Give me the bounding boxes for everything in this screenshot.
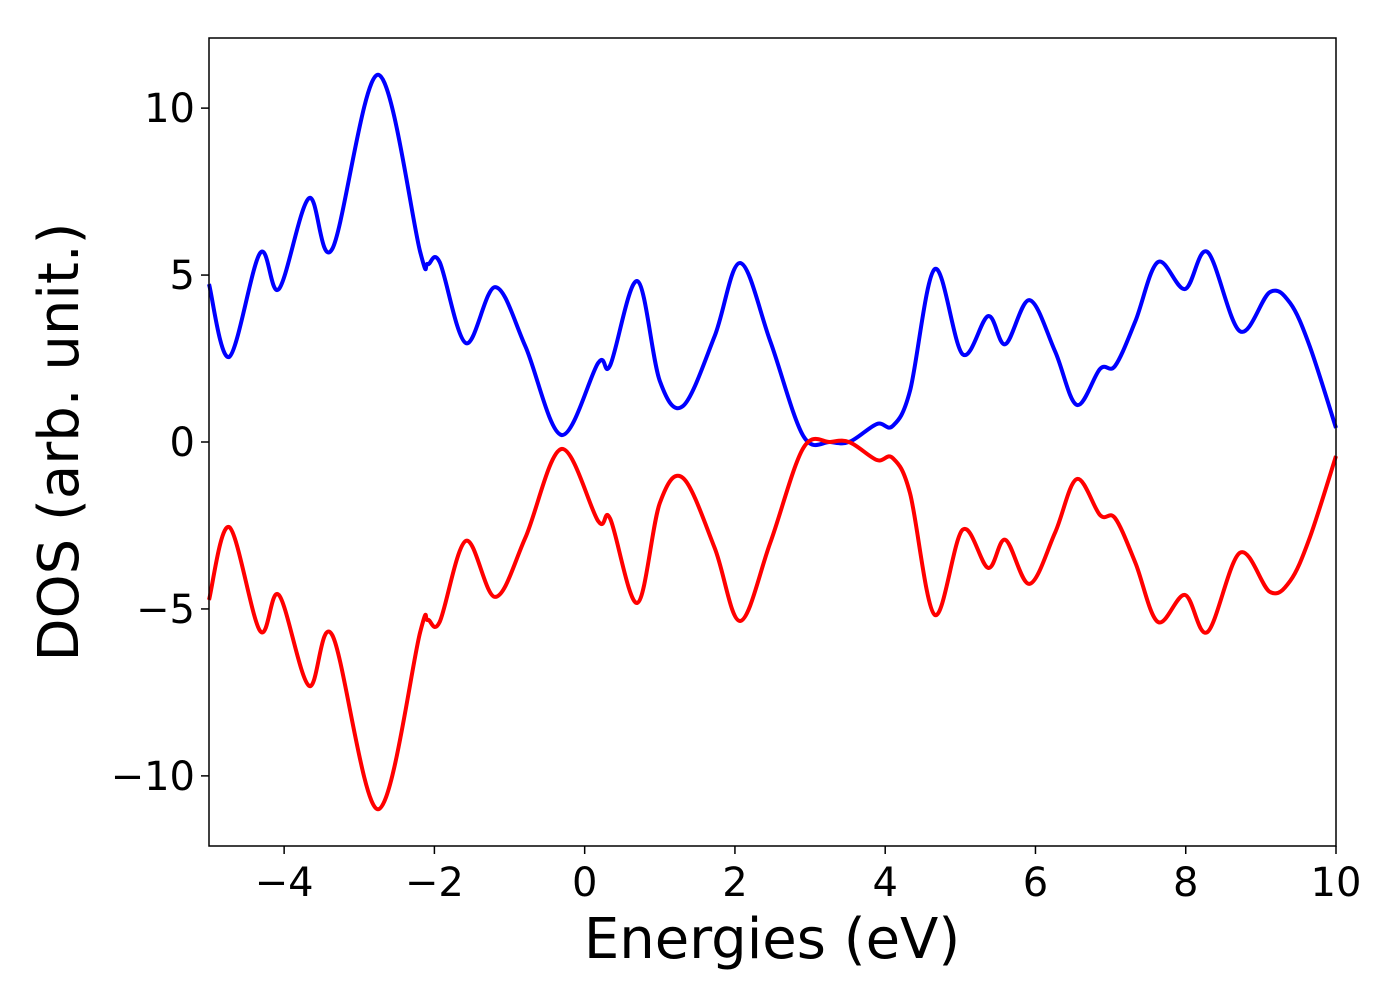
x-tick-label: 0 (572, 860, 597, 906)
x-tick-label: 8 (1173, 860, 1198, 906)
y-tick-label: 5 (170, 253, 195, 299)
x-tick-label: 6 (1023, 860, 1048, 906)
x-axis-label: Energies (eV) (584, 907, 960, 972)
y-axis-label: DOS (arb. unit.) (27, 222, 92, 661)
dos-line (207, 72, 1338, 448)
plot-frame (208, 37, 1337, 847)
y-tick-label: 10 (144, 86, 195, 132)
x-tick-label: 10 (1311, 860, 1362, 906)
dos-line (207, 436, 1338, 812)
x-tick-label: 4 (872, 860, 897, 906)
y-tick-label: 0 (170, 420, 195, 466)
x-tick-label: 2 (722, 860, 747, 906)
y-tick-label: −5 (136, 587, 195, 633)
x-tick-label: −2 (405, 860, 464, 906)
y-tick-label: −10 (111, 754, 195, 800)
x-tick-label: −4 (255, 860, 314, 906)
